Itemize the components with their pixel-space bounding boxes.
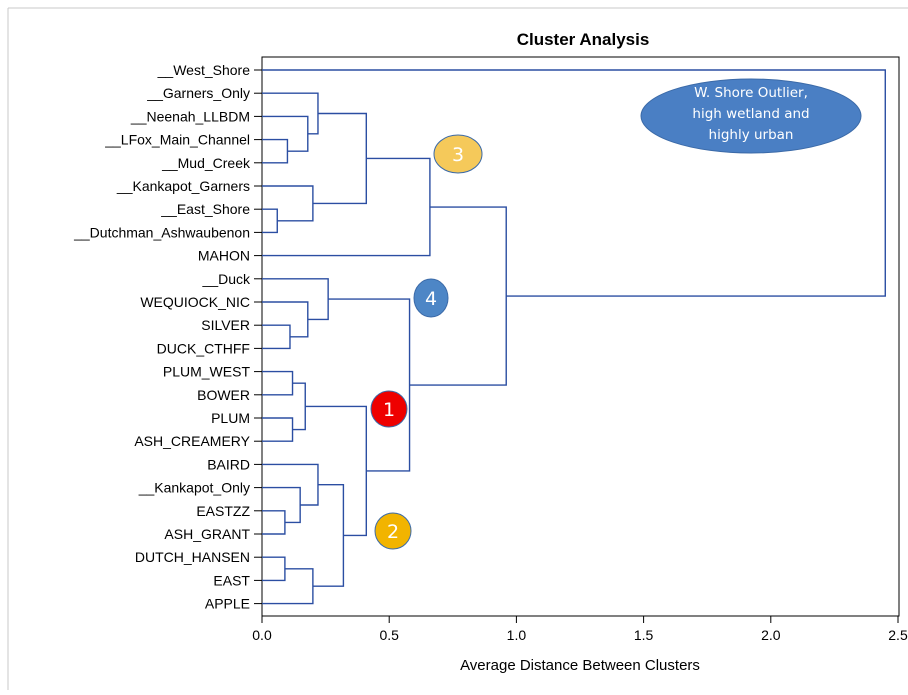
cluster-badge-2-circle [374,512,412,550]
dendrogram-link [262,370,294,396]
leaf-label: __West_Shore [157,62,251,78]
x-tick-label: 2.0 [761,627,781,643]
dendrogram-link [262,417,294,442]
dendrogram-link [262,138,289,164]
leaf-labels: __West_Shore __Garners_Only __Neenah_LLBDM… [73,62,262,612]
dendrogram-link [292,382,306,431]
dendrogram-link [262,301,309,338]
plot-area-border [261,56,900,617]
cluster-badge-4-circle [413,278,449,318]
cluster-badge-1: 1 [370,390,408,428]
cluster-badge-2: 2 [374,512,412,550]
dendrogram-tree [262,69,886,605]
cluster-badge-3: 3 [433,134,483,174]
leaf-label: DUTCH_HANSEN [135,549,250,565]
x-axis-label: Average Distance Between Clusters [460,657,700,674]
x-tick-label: 1.0 [507,627,527,643]
leaf-label: PLUM_WEST [163,364,251,380]
outlier-annotation: W. Shore Outlier, high wetland and highl… [640,78,862,154]
dendrogram-link [262,157,431,257]
x-tick-label: 1.5 [634,627,654,643]
leaf-label: EASTZZ [196,503,250,519]
x-tick-label: 0.0 [252,627,272,643]
leaf-label: EAST [213,572,250,588]
cluster-badge-4: 4 [413,278,449,318]
outlier-note-bubble [640,78,862,154]
x-axis-ticks: 0.0 0.5 1.0 1.5 2.0 2.5 [252,616,908,643]
outlier-note-line-3: highly urban [709,127,794,143]
dendrogram-link [305,405,368,537]
plot-axes [261,56,900,617]
cluster-badge-3-circle [433,134,483,174]
cluster-badge-4-label: 4 [425,288,437,310]
dendrogram-link [262,568,314,605]
leaf-label: __Kankapot_Only [138,480,250,496]
cluster-badge-1-circle [370,390,408,428]
dendrogram-link [262,510,286,535]
leaf-label: MAHON [198,248,250,264]
dendrogram-link [262,486,301,524]
cluster-badge-2-label: 2 [387,521,399,543]
leaf-label: __Kankapot_Garners [116,178,250,194]
dendrogram-link [312,112,368,205]
x-tick-label: 2.5 [888,627,908,643]
dendrogram-link [262,185,314,222]
leaf-label: ASH_GRANT [164,526,250,542]
dendrogram-link [262,69,886,297]
leaf-label: WEQUIOCK_NIC [140,294,250,310]
leaf-label: __East_Shore [160,201,250,217]
dendrogram-link [262,208,278,234]
leaf-label: __Duck [202,271,251,287]
leaf-label: ASH_CREAMERY [134,433,250,449]
leaf-label: BOWER [197,387,250,403]
leaf-label: BAIRD [207,456,250,472]
leaf-label: APPLE [205,596,250,612]
leaf-label: __Neenah_LLBDM [130,108,250,124]
leaf-label: PLUM [211,410,250,426]
dendrogram-link [262,278,329,321]
leaf-label: __LFox_Main_Channel [104,132,250,148]
leaf-label: SILVER [201,317,250,333]
cluster-badge-3-label: 3 [452,144,464,166]
dendrogram-link [262,324,291,350]
dendrogram-link [262,115,309,152]
dendrogram-link [262,556,286,582]
leaf-label: __Mud_Creek [161,155,251,171]
dendrogram-link [262,92,319,135]
dendrogram-link [262,463,319,506]
chart-title: Cluster Analysis [517,30,650,49]
outlier-note-line-2: high wetland and [692,106,809,122]
leaf-label: DUCK_CTHFF [157,340,250,356]
leaf-label: __Dutchman_Ashwaubenon [73,224,250,240]
cluster-badge-1-label: 1 [383,399,395,421]
dendrogram-link [328,298,411,472]
leaf-label: __Garners_Only [146,85,250,101]
outlier-note-line-1: W. Shore Outlier, [694,85,808,101]
x-tick-label: 0.5 [379,627,399,643]
